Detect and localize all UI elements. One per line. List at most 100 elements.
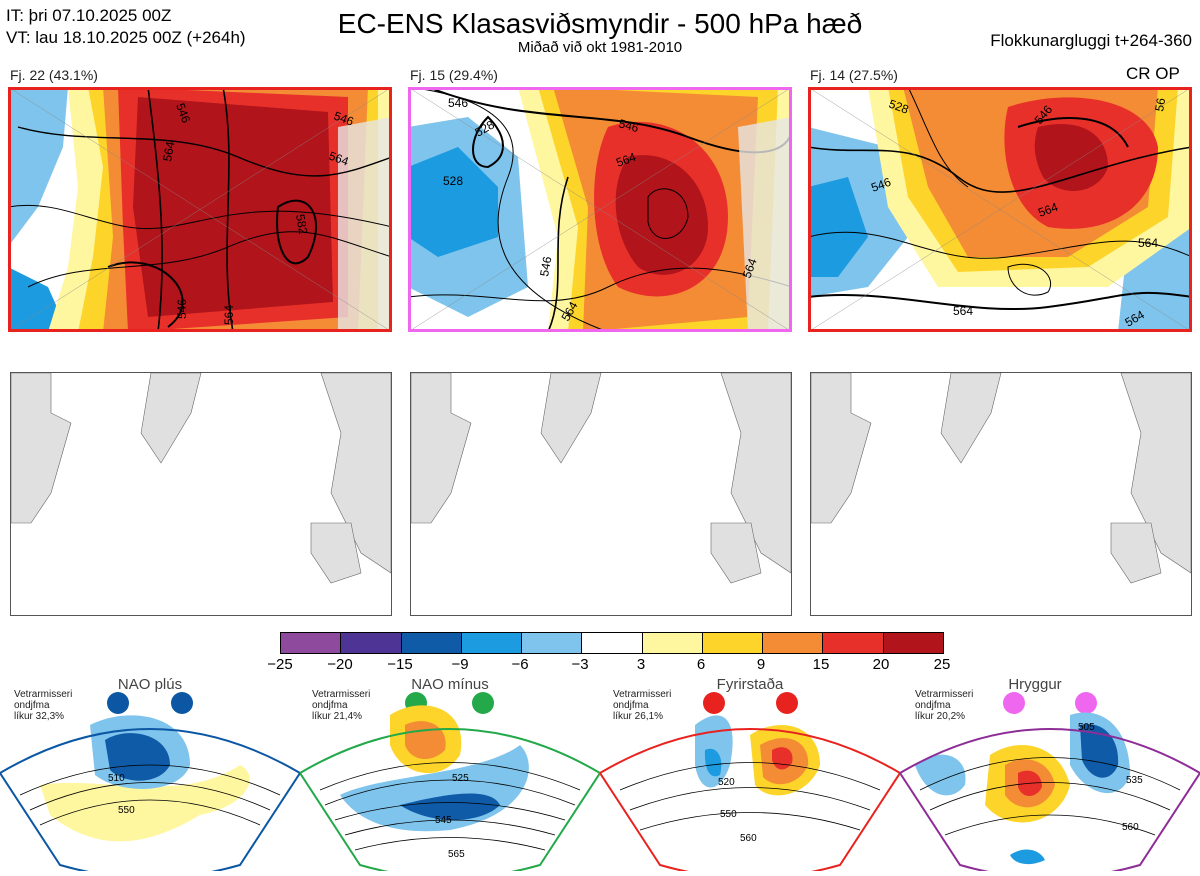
svg-text:546: 546 [175, 299, 189, 319]
regime-quantity: ondjfma [312, 700, 348, 711]
colorbar-tick: 15 [812, 656, 830, 673]
colorbar-tick: −15 [387, 656, 413, 673]
cluster-3-tag: CR OP [1126, 64, 1180, 83]
svg-text:564: 564 [740, 256, 760, 280]
regime-quantity: ondjfma [14, 700, 50, 711]
svg-text:535: 535 [1126, 775, 1143, 786]
regime-2-info: Vetrarmisseri ondjfma líkur 21,4% [312, 689, 370, 722]
anomaly-map-2 [410, 372, 792, 616]
cluster-3-label: Fj. 14 (27.5%) [810, 67, 898, 83]
regime-quantity: ondjfma [613, 700, 649, 711]
svg-text:550: 550 [720, 809, 737, 820]
regime-4-info: Vetrarmisseri ondjfma líkur 20,2% [915, 689, 973, 722]
svg-text:546: 546 [537, 255, 554, 277]
cluster-1-label: Fj. 22 (43.1%) [10, 67, 98, 83]
valid-time: VT: lau 18.10.2025 00Z (+264h) [6, 28, 246, 47]
regime-likelihood: líkur 21,4% [312, 711, 363, 722]
colorbar-tick: −20 [327, 656, 353, 673]
svg-text:582: 582 [293, 213, 310, 235]
regime-season: Vetrarmisseri [312, 689, 371, 700]
regime-2-map: 525 545 565 [298, 695, 602, 876]
colorbar-segment [281, 633, 342, 653]
svg-text:564: 564 [160, 140, 177, 162]
regime-1-marker [171, 692, 193, 714]
svg-text:560: 560 [1122, 822, 1139, 833]
svg-text:546: 546 [173, 101, 193, 125]
regime-quantity: ondjfma [915, 700, 951, 711]
regime-2-marker [472, 692, 494, 714]
colorbar-segment [341, 633, 402, 653]
colorbar-tick: 20 [872, 656, 890, 673]
svg-text:564: 564 [1036, 200, 1060, 220]
colorbar-segment [461, 633, 523, 653]
colorbar-segment [642, 633, 703, 653]
colorbar-tick: −6 [511, 656, 529, 673]
colorbar-segment [763, 633, 824, 653]
svg-text:564: 564 [953, 304, 973, 318]
anomaly-map-3 [810, 372, 1192, 616]
svg-text:528: 528 [443, 174, 463, 188]
colorbar-tick: −25 [267, 656, 293, 673]
regime-season: Vetrarmisseri [14, 689, 73, 700]
colorbar-segment [582, 633, 643, 653]
regime-1-name: NAO plús [117, 676, 183, 693]
regime-season: Vetrarmisseri [613, 689, 672, 700]
svg-text:565: 565 [448, 849, 465, 860]
colorbar-segment [883, 633, 943, 653]
regime-3-marker [776, 692, 798, 714]
regime-3-marker [703, 692, 725, 714]
regime-2-name: NAO mínus [411, 676, 489, 693]
colorbar-segment [522, 633, 583, 653]
svg-text:564: 564 [1138, 236, 1158, 250]
regime-1-marker [107, 692, 129, 714]
classification-window: Flokkunargluggi t+264-360 [990, 31, 1192, 50]
svg-text:546: 546 [869, 175, 893, 195]
colorbar-tick: −3 [571, 656, 589, 673]
svg-text:564: 564 [614, 150, 638, 170]
colorbar-tick: 6 [696, 656, 706, 673]
svg-text:505: 505 [1078, 722, 1095, 733]
svg-text:545: 545 [435, 815, 452, 826]
colorbar-segment [702, 633, 764, 653]
cluster-3-map: 528 546 546 564 564 564 56 564 [808, 87, 1192, 332]
anomaly-map-1 [10, 372, 392, 616]
regime-likelihood: líkur 32,3% [14, 711, 65, 722]
regime-season: Vetrarmisseri [915, 689, 974, 700]
colorbar-tick: 25 [933, 656, 951, 673]
regime-4-map: 505 535 560 [898, 695, 1200, 876]
svg-text:520: 520 [718, 777, 735, 788]
colorbar-segment [401, 633, 462, 653]
colorbar-tick: 3 [636, 656, 646, 673]
colorbar-tick: 9 [756, 656, 766, 673]
svg-text:550: 550 [118, 805, 135, 816]
svg-text:560: 560 [740, 833, 757, 844]
cluster-1-frame [8, 87, 392, 332]
cluster-1-map: 546 546 564 564 582 546 564 [8, 87, 392, 332]
cluster-2-label: Fj. 15 (29.4%) [410, 67, 498, 83]
regime-3-name: Fyrirstaða [716, 676, 784, 693]
regime-4-name: Hryggur [1008, 676, 1062, 693]
svg-text:546: 546 [617, 116, 640, 135]
initial-time: IT: þri 07.10.2025 00Z [6, 6, 172, 25]
colorbar [280, 632, 944, 654]
page-title: EC-ENS Klasasviðsmyndir - 500 hPa hæð [337, 8, 863, 39]
svg-text:564: 564 [222, 305, 236, 325]
svg-text:56: 56 [1152, 97, 1168, 113]
regime-3-map: 520 550 560 [598, 695, 902, 876]
svg-text:564: 564 [327, 149, 351, 169]
cluster-2-frame [408, 87, 792, 332]
cluster-3-frame [808, 87, 1192, 332]
regime-1-map: 510 550 [0, 695, 302, 876]
page-subtitle: Miðað við okt 1981-2010 [517, 39, 683, 56]
svg-text:546: 546 [332, 109, 356, 129]
svg-text:510: 510 [108, 773, 125, 784]
svg-text:546: 546 [448, 96, 468, 110]
colorbar-tick: −9 [451, 656, 469, 673]
regime-likelihood: líkur 26,1% [613, 711, 664, 722]
header-info: IT: þri 07.10.2025 00Z VT: lau 18.10.202… [6, 5, 246, 49]
cluster-2-map: 546 528 528 546 546 564 564 564 [408, 87, 792, 332]
colorbar-segment [823, 633, 884, 653]
regime-likelihood: líkur 20,2% [915, 711, 966, 722]
regime-4-marker [1075, 692, 1097, 714]
regime-1-info: Vetrarmisseri ondjfma líkur 32,3% [14, 689, 72, 722]
